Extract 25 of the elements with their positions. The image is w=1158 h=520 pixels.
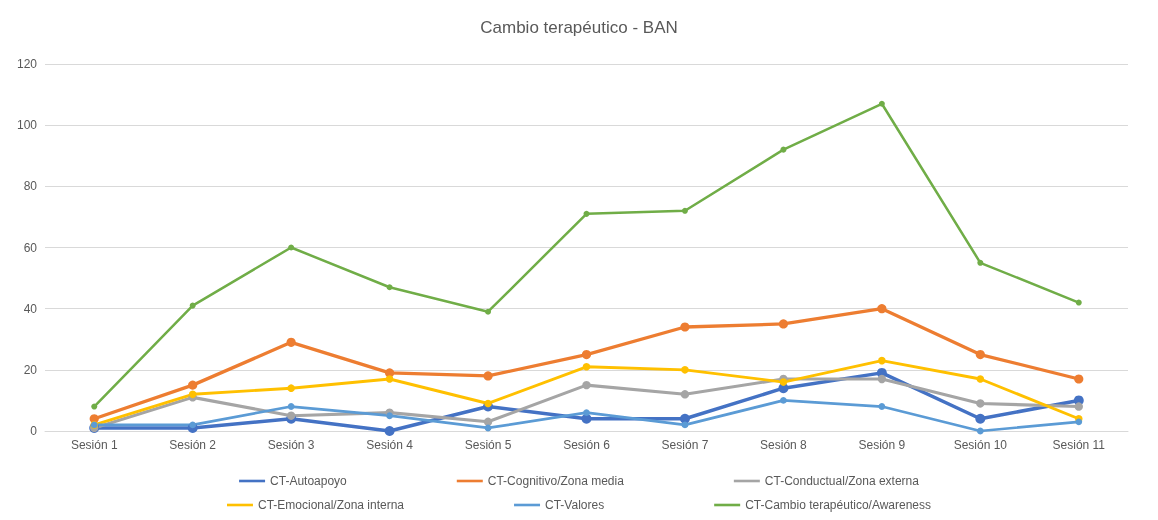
x-tick-label: Sesión 6: [563, 438, 611, 452]
legend-label: CT-Valores: [545, 498, 605, 512]
legend-label: CT-Cambio terapéutico/Awareness: [745, 498, 932, 512]
y-tick-label: 120: [16, 57, 38, 71]
y-tick-label: 80: [23, 179, 38, 194]
y-tick-label: 100: [16, 118, 38, 133]
x-tick-label: Sesión 2: [169, 438, 217, 452]
x-tick-label: Sesión 8: [760, 438, 808, 452]
x-tick-label: Sesión 3: [267, 438, 315, 452]
x-tick-label: Sesión 1: [70, 438, 118, 452]
y-tick-label: 40: [23, 301, 38, 316]
legend-label: CT-Emocional/Zona interna: [257, 498, 405, 512]
y-tick-label: 20: [23, 362, 38, 377]
legend-label: CT-Cognitivo/Zona media: [487, 474, 625, 488]
x-tick-label: Sesión 11: [1052, 438, 1106, 452]
y-tick-label: 60: [23, 240, 38, 255]
y-tick-label: 0: [30, 424, 38, 438]
x-tick-label: Sesión 9: [858, 438, 906, 452]
x-tick-label: Sesión 4: [366, 438, 414, 452]
legend-label: CT-Autoapoyo: [270, 474, 348, 488]
x-tick-label: Sesión 5: [464, 438, 512, 452]
legend-label: CT-Conductual/Zona externa: [764, 474, 920, 488]
x-tick-label: Sesión 7: [661, 438, 709, 452]
chart-title: Cambio terapéutico - BAN: [480, 18, 678, 37]
x-tick-label: Sesión 10: [953, 438, 1008, 452]
